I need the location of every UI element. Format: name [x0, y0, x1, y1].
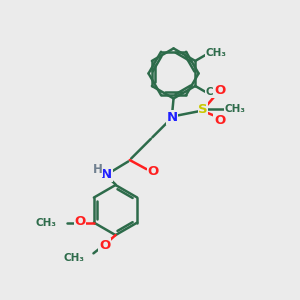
- Text: O: O: [99, 238, 110, 252]
- Text: CH₃: CH₃: [224, 104, 245, 114]
- Text: H: H: [93, 163, 103, 176]
- Text: CH₃: CH₃: [64, 253, 85, 263]
- Text: CH₃: CH₃: [35, 218, 56, 228]
- Text: S: S: [198, 103, 208, 116]
- Text: CH₃: CH₃: [206, 87, 227, 97]
- Text: CH₃: CH₃: [206, 48, 227, 58]
- Text: N: N: [101, 168, 112, 181]
- Text: N: N: [167, 111, 178, 124]
- Text: O: O: [74, 215, 86, 229]
- Text: O: O: [148, 165, 159, 178]
- Text: O: O: [214, 84, 225, 97]
- Text: O: O: [214, 114, 225, 127]
